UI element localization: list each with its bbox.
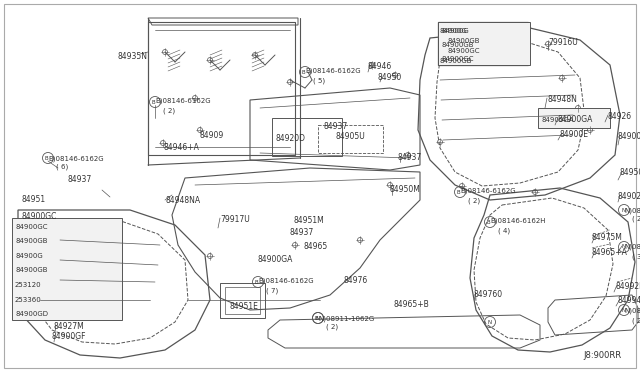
Text: 79917U: 79917U <box>220 215 250 224</box>
Text: ( 2): ( 2) <box>163 107 175 113</box>
Text: 84948N: 84948N <box>547 95 577 104</box>
Text: 84946+A: 84946+A <box>163 143 199 152</box>
Text: 84927M: 84927M <box>53 322 84 331</box>
Text: 84900GB: 84900GB <box>15 238 47 244</box>
Text: 84951: 84951 <box>22 195 46 204</box>
Text: N)08911-1062G: N)08911-1062G <box>624 308 640 314</box>
Text: 84946: 84946 <box>368 62 392 71</box>
Text: 84900GA: 84900GA <box>258 255 293 264</box>
Text: 253360: 253360 <box>15 296 42 302</box>
Text: 84937: 84937 <box>323 122 348 131</box>
Text: 84975M: 84975M <box>592 233 623 242</box>
Text: 84902E: 84902E <box>618 192 640 201</box>
Bar <box>225 287 260 314</box>
Text: B: B <box>486 219 490 224</box>
Text: 84900G: 84900G <box>15 253 43 259</box>
Text: 84900GA: 84900GA <box>558 115 593 124</box>
Text: B)08146-6162G: B)08146-6162G <box>48 155 104 161</box>
Text: ( 4): ( 4) <box>498 227 510 234</box>
Text: 84950: 84950 <box>378 73 403 82</box>
Text: 84909: 84909 <box>200 131 224 140</box>
Text: 84926: 84926 <box>608 112 632 121</box>
Text: 84900GA: 84900GA <box>541 117 573 123</box>
Text: N: N <box>622 208 626 212</box>
Text: 84951M: 84951M <box>293 216 324 225</box>
Text: J8:900RR: J8:900RR <box>583 351 621 360</box>
Text: 84994: 84994 <box>618 296 640 305</box>
Text: ( 2): ( 2) <box>326 324 338 330</box>
Text: 84900GB: 84900GB <box>448 38 481 44</box>
Bar <box>538 108 610 128</box>
Text: 84992M: 84992M <box>615 282 640 291</box>
Text: 84900GC: 84900GC <box>441 56 474 62</box>
Text: 84965+B: 84965+B <box>393 300 429 309</box>
Text: N: N <box>488 320 492 324</box>
Text: 84965: 84965 <box>304 242 328 251</box>
Text: 84900GD: 84900GD <box>15 311 48 317</box>
Text: 84900G: 84900G <box>440 28 468 34</box>
Text: 84976: 84976 <box>344 276 368 285</box>
Text: B: B <box>301 70 305 74</box>
Text: B: B <box>314 315 318 321</box>
Text: N)08911-1062G: N)08911-1062G <box>318 315 374 321</box>
Text: 84900GF: 84900GF <box>618 132 640 141</box>
Bar <box>318 125 383 153</box>
Bar <box>272 118 342 156</box>
Text: N: N <box>316 315 320 321</box>
Text: 84900GC: 84900GC <box>15 224 47 230</box>
Text: B)08146-6162H: B)08146-6162H <box>490 218 545 224</box>
Text: 79916U: 79916U <box>548 38 578 47</box>
Text: N)08911-1062G: N)08911-1062G <box>624 207 640 214</box>
Text: 84905U: 84905U <box>335 132 365 141</box>
Text: N: N <box>622 244 626 250</box>
Text: 84950M: 84950M <box>390 185 421 194</box>
Text: 84900GB: 84900GB <box>440 58 472 64</box>
Text: 84937: 84937 <box>68 175 92 184</box>
Text: B: B <box>456 189 460 195</box>
Text: 84900G: 84900G <box>441 28 468 33</box>
Text: ( 3): ( 3) <box>632 253 640 260</box>
Text: 84937: 84937 <box>290 228 314 237</box>
Text: ( 6): ( 6) <box>56 164 68 170</box>
Text: N: N <box>622 308 626 312</box>
Text: 84900GF: 84900GF <box>52 332 86 341</box>
Text: ( 2): ( 2) <box>632 216 640 222</box>
Bar <box>438 22 530 65</box>
Text: ( 7): ( 7) <box>266 287 278 294</box>
Text: B: B <box>255 279 258 285</box>
Text: B: B <box>152 99 155 105</box>
Text: 849760: 849760 <box>473 290 502 299</box>
Bar <box>12 218 122 320</box>
Text: 84900GC: 84900GC <box>448 48 481 54</box>
Text: ( 2): ( 2) <box>632 318 640 324</box>
Text: B)08146-6162G: B)08146-6162G <box>305 68 360 74</box>
Bar <box>220 283 265 318</box>
Text: B)08146-6162G: B)08146-6162G <box>258 278 314 285</box>
Text: 84920D: 84920D <box>275 134 305 143</box>
Text: 84951E: 84951E <box>230 302 259 311</box>
Text: 84950E: 84950E <box>620 168 640 177</box>
Text: B)08146-6162G: B)08146-6162G <box>155 98 211 105</box>
Text: 253120: 253120 <box>15 282 42 288</box>
Text: B: B <box>45 155 48 160</box>
Text: ( 5): ( 5) <box>313 77 325 83</box>
Text: B)08146-6162G: B)08146-6162G <box>460 188 516 195</box>
Text: 84900GC: 84900GC <box>22 212 58 221</box>
Text: 84937: 84937 <box>398 153 422 162</box>
Text: N)08911-1062G: N)08911-1062G <box>624 244 640 250</box>
Text: 84948NA: 84948NA <box>165 196 200 205</box>
Text: 84935N: 84935N <box>118 52 148 61</box>
Text: 84900E: 84900E <box>560 130 589 139</box>
Text: ( 2): ( 2) <box>468 197 480 203</box>
Text: 84965+A: 84965+A <box>592 248 628 257</box>
Text: 84900GB: 84900GB <box>15 267 47 273</box>
Text: 84900GB: 84900GB <box>441 42 474 48</box>
